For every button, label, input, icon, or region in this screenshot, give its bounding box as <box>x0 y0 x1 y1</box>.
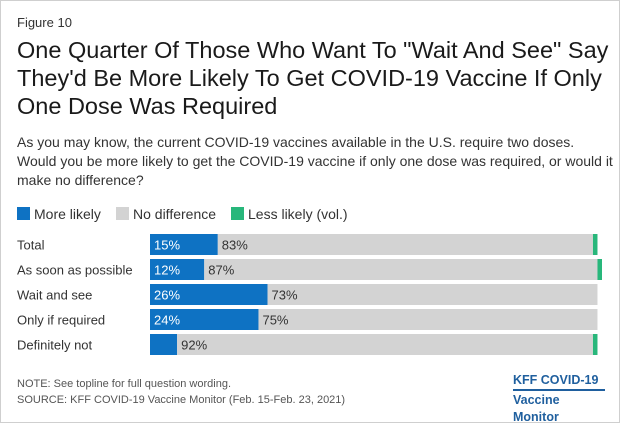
bar-segment-more-likely <box>150 309 259 330</box>
source-text: SOURCE: KFF COVID-19 Vaccine Monitor (Fe… <box>17 394 346 406</box>
bar-row-as-soon-as-possible: As soon as possible 12% 87% <box>17 259 602 280</box>
category-label: As soon as possible <box>17 263 133 278</box>
bar-segment-less-likely <box>597 259 602 280</box>
data-label-no-difference: 75% <box>262 313 288 328</box>
bar-segment-more-likely <box>150 334 178 355</box>
bar-segment-no-difference <box>204 259 598 280</box>
bar-segment-less-likely <box>592 234 598 255</box>
bar-segment-more-likely <box>150 234 218 255</box>
category-label: Wait and see <box>17 288 92 303</box>
bar-segment-no-difference <box>267 284 598 305</box>
data-label-more-likely: 24% <box>154 313 180 328</box>
bar-segment-less-likely <box>592 334 598 355</box>
bar-segment-more-likely <box>150 259 205 280</box>
chart-subtitle: As you may know, the current COVID-19 va… <box>17 134 613 188</box>
category-label: Total <box>17 238 45 253</box>
bar-chart: Total 15% 83% As soon as possible 12% 87% Wait… <box>17 234 602 355</box>
legend-label-no-difference: No difference <box>133 206 217 222</box>
bar-row-wait-and-see: Wait and see 26% 73% <box>17 284 598 305</box>
category-label: Only if required <box>17 313 105 328</box>
bar-row-definitely-not: Definitely not 92% <box>17 334 598 355</box>
data-label-no-difference: 87% <box>208 263 234 278</box>
bar-segment-no-difference <box>258 309 598 330</box>
category-label: Definitely not <box>17 338 93 353</box>
data-label-more-likely: 12% <box>154 263 180 278</box>
note-text: NOTE: See topline for full question word… <box>17 378 232 390</box>
legend-label-more-likely: More likely <box>34 206 101 222</box>
legend-swatch-less-likely <box>231 207 244 220</box>
logo-line-2: Vaccine Monitor <box>513 389 605 426</box>
data-label-no-difference: 92% <box>181 338 207 353</box>
figure-label: Figure 10 <box>17 15 72 30</box>
chart-title: One Quarter Of Those Who Want To "Wait A… <box>17 37 609 119</box>
legend-label-less-likely: Less likely (vol.) <box>248 206 348 222</box>
data-label-more-likely: 15% <box>154 238 180 253</box>
bar-row-only-if-required: Only if required 24% 75% <box>17 309 598 330</box>
data-label-no-difference: 83% <box>222 238 248 253</box>
bar-row-total: Total 15% 83% <box>17 234 598 255</box>
kff-logo: KFF COVID-19 Vaccine Monitor <box>513 372 605 426</box>
bar-segment-more-likely <box>150 284 268 305</box>
bar-segment-no-difference <box>177 334 593 355</box>
logo-line-1: KFF COVID-19 <box>513 373 599 387</box>
data-label-no-difference: 73% <box>272 288 298 303</box>
legend-swatch-no-difference <box>116 207 129 220</box>
data-label-more-likely: 26% <box>154 288 180 303</box>
bar-segment-no-difference <box>217 234 593 255</box>
legend-swatch-more-likely <box>17 207 30 220</box>
